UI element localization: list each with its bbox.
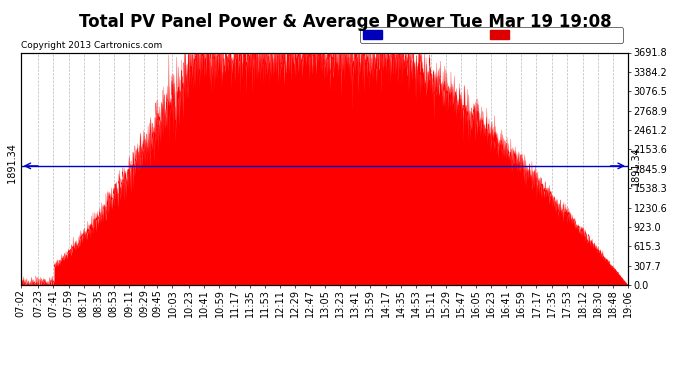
Text: 1891.34: 1891.34 <box>631 146 641 186</box>
Text: Copyright 2013 Cartronics.com: Copyright 2013 Cartronics.com <box>21 41 162 50</box>
Text: 1891.34: 1891.34 <box>8 144 18 188</box>
Text: Total PV Panel Power & Average Power Tue Mar 19 19:08: Total PV Panel Power & Average Power Tue… <box>79 13 611 31</box>
Legend: Average  (DC Watts), PV Panels  (DC Watts): Average (DC Watts), PV Panels (DC Watts) <box>359 27 623 43</box>
